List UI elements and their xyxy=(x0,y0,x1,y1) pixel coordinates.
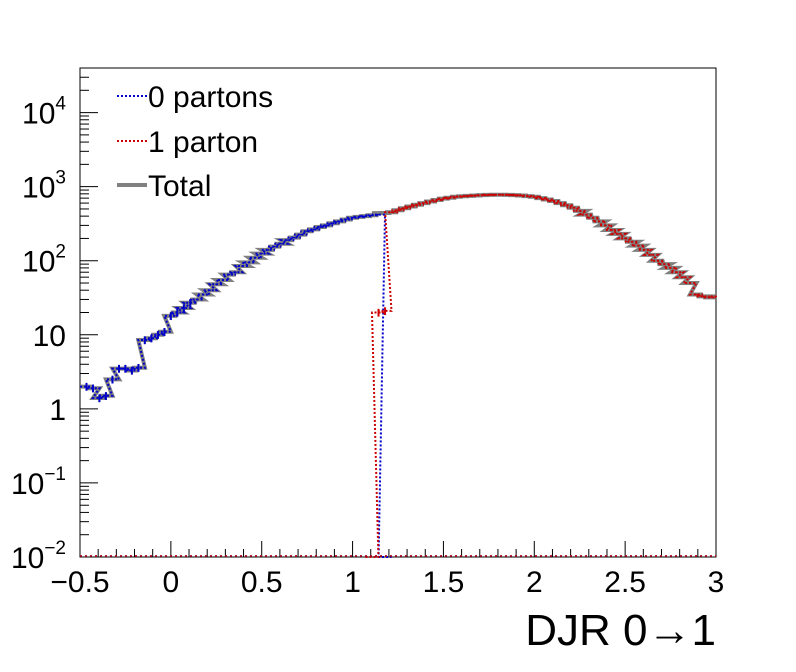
y-tick-base: 10 xyxy=(11,468,44,501)
y-tick-base: 1 xyxy=(49,394,66,427)
y-tick-label: 10 xyxy=(33,320,66,353)
legend-label: Total xyxy=(148,170,211,203)
x-axis-label: DJR 0→1 xyxy=(525,606,716,655)
series-line-total xyxy=(80,192,717,400)
y-tick-label: 1 xyxy=(49,394,66,427)
series-line-1-parton xyxy=(365,193,717,558)
y-tick-base: 10 xyxy=(11,542,44,575)
y-tick-label: 10−1 xyxy=(11,464,66,501)
y-tick-base: 10 xyxy=(33,320,66,353)
y-tick-label: 102 xyxy=(22,242,66,279)
y-tick-label: 10−2 xyxy=(11,538,66,575)
legend: 0 partons 1 parton Total xyxy=(117,81,273,203)
x-tick-label: 0.5 xyxy=(241,566,283,599)
y-tick-label: 103 xyxy=(22,168,66,205)
x-tick-label: 1.5 xyxy=(423,566,465,599)
y-tick-exponent: 2 xyxy=(55,242,66,263)
legend-label: 0 partons xyxy=(148,81,273,114)
series-layer xyxy=(80,192,717,558)
y-tick-base: 10 xyxy=(22,246,55,279)
x-tick-label: 3 xyxy=(708,566,725,599)
y-tick-label: 104 xyxy=(22,94,66,131)
y-tick-base: 10 xyxy=(22,98,55,131)
x-tick-label: 1 xyxy=(344,566,361,599)
series-line-0-partons xyxy=(80,213,392,558)
x-tick-label: 2 xyxy=(526,566,543,599)
y-tick-exponent: 3 xyxy=(55,168,66,189)
y-tick-exponent: 4 xyxy=(55,94,66,115)
x-tick-label: −0.5 xyxy=(50,566,109,599)
y-tick-exponent: −1 xyxy=(44,464,66,485)
x-tick-label: 0 xyxy=(163,566,180,599)
y-tick-base: 10 xyxy=(22,172,55,205)
y-tick-exponent: −2 xyxy=(44,538,66,559)
legend-label: 1 parton xyxy=(148,126,258,159)
x-axis: −0.5 0 0.5 1 1.5 2 2.5 3 xyxy=(50,541,724,599)
x-tick-label: 2.5 xyxy=(604,566,646,599)
